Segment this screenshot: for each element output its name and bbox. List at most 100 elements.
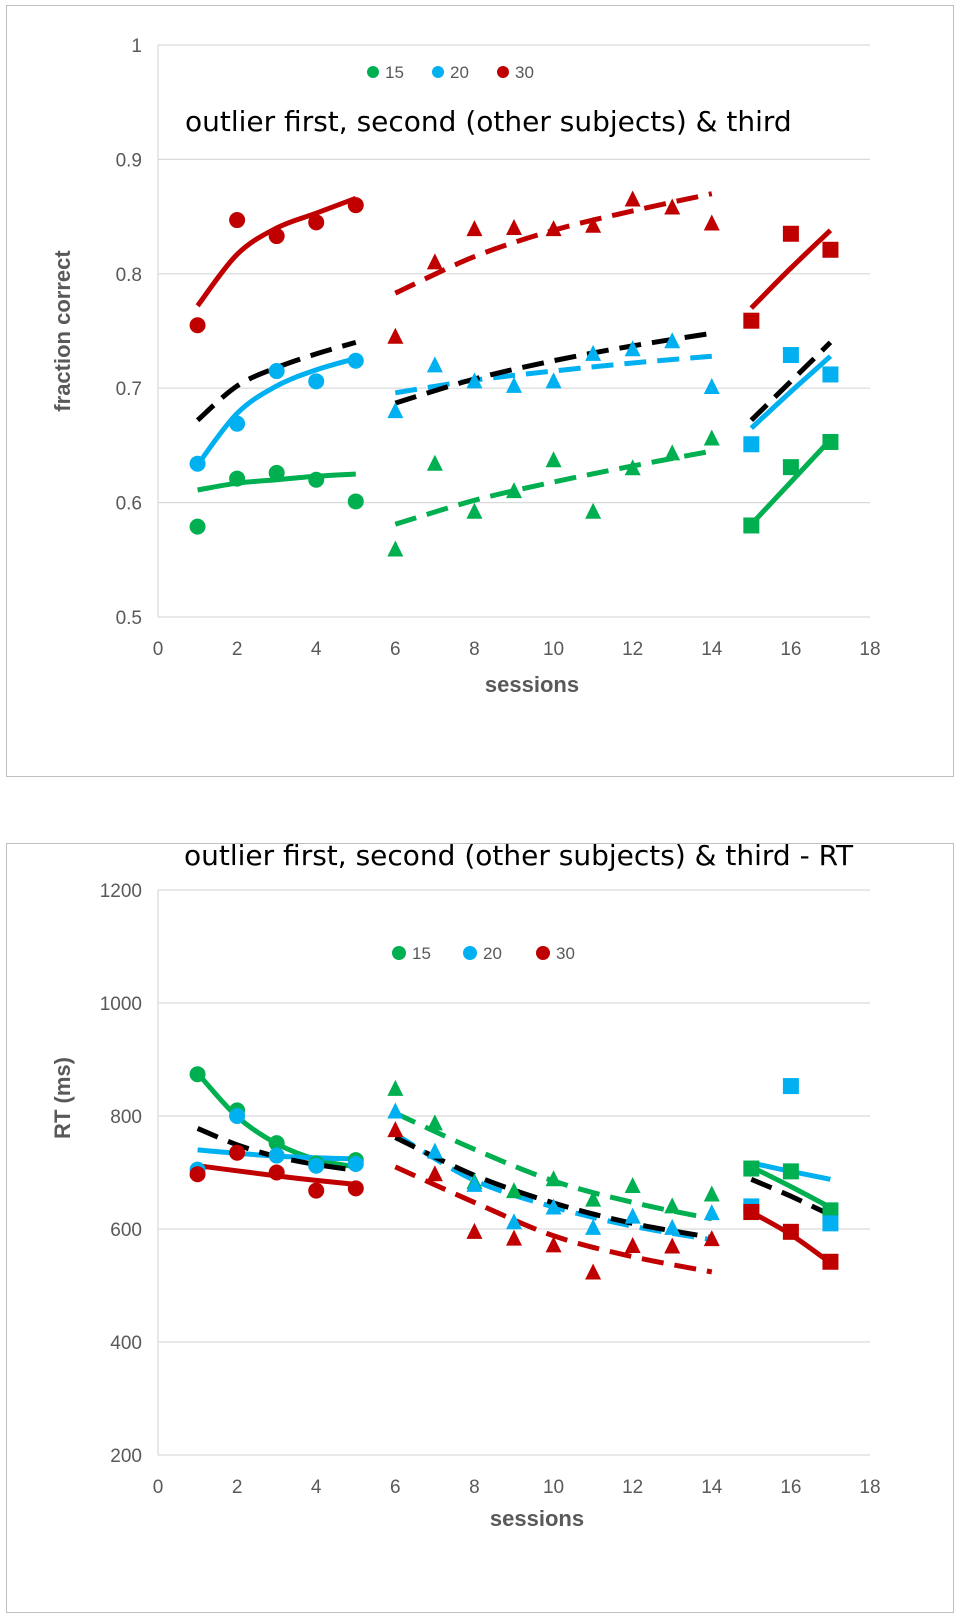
x-axis-label: sessions bbox=[490, 1506, 584, 1531]
x-tick-label: 16 bbox=[780, 639, 801, 660]
y-tick-label: 1200 bbox=[100, 881, 142, 902]
x-tick-label: 4 bbox=[311, 639, 322, 660]
x-tick-label: 16 bbox=[780, 1477, 801, 1498]
legend-marker bbox=[432, 66, 444, 78]
data-point bbox=[743, 312, 760, 329]
trendline bbox=[195, 195, 357, 308]
x-tick-label: 4 bbox=[311, 1477, 322, 1498]
trendline bbox=[749, 437, 833, 527]
data-point bbox=[189, 1066, 206, 1083]
trendline bbox=[394, 191, 713, 296]
x-tick-label: 2 bbox=[232, 1477, 243, 1498]
data-point bbox=[545, 220, 562, 237]
data-point bbox=[703, 214, 720, 231]
data-point bbox=[624, 1236, 641, 1253]
data-point bbox=[545, 1170, 562, 1187]
data-point bbox=[782, 347, 799, 364]
data-point bbox=[466, 502, 483, 519]
data-point bbox=[229, 470, 246, 487]
legend-marker bbox=[536, 946, 550, 960]
data-point bbox=[822, 1215, 839, 1232]
x-tick-label: 12 bbox=[622, 1477, 643, 1498]
data-point bbox=[585, 1190, 602, 1207]
x-tick-label: 8 bbox=[469, 639, 480, 660]
trendline bbox=[195, 356, 357, 467]
legend-label: 20 bbox=[483, 944, 502, 963]
trendline bbox=[394, 448, 713, 527]
chart-panel-fraction-correct: 0.5 0.6 0.7 0.8 0.9 1 0 2 4 6 8 10 12 14 16 18 15 20 30 o… bbox=[6, 5, 954, 777]
data-point bbox=[426, 356, 443, 373]
data-point bbox=[466, 220, 483, 237]
data-point bbox=[466, 1222, 483, 1239]
data-point bbox=[308, 1157, 325, 1174]
chart-panel-rt: 200 400 600 800 1000 1200 0 2 4 6 8 10 12 14 16 18 15 20… bbox=[6, 843, 954, 1613]
x-tick-label: 0 bbox=[153, 639, 164, 660]
y-tick-label: 400 bbox=[110, 1333, 142, 1354]
legend-label: 30 bbox=[556, 944, 575, 963]
data-point bbox=[347, 1156, 364, 1173]
data-point bbox=[703, 1230, 720, 1247]
data-point bbox=[822, 433, 839, 450]
y-tick-label: 0.5 bbox=[116, 608, 142, 629]
data-point bbox=[387, 1102, 404, 1119]
x-tick-label: 10 bbox=[543, 1477, 564, 1498]
data-point bbox=[585, 502, 602, 519]
legend-marker bbox=[367, 66, 379, 78]
data-point bbox=[703, 1204, 720, 1221]
data-point bbox=[664, 332, 681, 349]
data-point bbox=[545, 372, 562, 389]
chart-title: outlier first, second (other subjects) &… bbox=[184, 844, 854, 872]
data-point bbox=[506, 1229, 522, 1246]
data-point bbox=[506, 1213, 522, 1230]
data-point bbox=[585, 1263, 602, 1280]
data-point bbox=[782, 225, 799, 242]
legend-label: 30 bbox=[515, 63, 534, 82]
data-point bbox=[308, 471, 325, 488]
x-tick-label: 18 bbox=[859, 1477, 880, 1498]
x-tick-label: 14 bbox=[701, 639, 723, 660]
x-tick-label: 2 bbox=[232, 639, 243, 660]
data-point bbox=[664, 1218, 681, 1235]
data-point bbox=[347, 197, 364, 214]
data-point bbox=[703, 378, 720, 395]
legend-marker bbox=[497, 66, 509, 78]
data-point bbox=[585, 216, 602, 233]
y-tick-label: 0.7 bbox=[116, 379, 142, 400]
data-point bbox=[782, 1163, 799, 1180]
data-point bbox=[229, 212, 246, 229]
legend-marker bbox=[392, 946, 406, 960]
data-point bbox=[268, 363, 285, 380]
data-point bbox=[703, 429, 720, 446]
data-point bbox=[347, 352, 364, 369]
data-point bbox=[268, 464, 285, 481]
x-tick-label: 18 bbox=[859, 639, 880, 660]
y-tick-label: 1 bbox=[131, 36, 142, 57]
data-point bbox=[268, 1135, 285, 1152]
data-point bbox=[347, 1180, 364, 1197]
legend-label: 20 bbox=[450, 63, 469, 82]
y-axis-label: fraction correct bbox=[50, 250, 75, 412]
trendline bbox=[394, 330, 713, 406]
x-tick-label: 14 bbox=[701, 1477, 723, 1498]
data-point bbox=[268, 228, 285, 245]
data-point bbox=[347, 493, 364, 510]
chart-rt: 200 400 600 800 1000 1200 0 2 4 6 8 10 12 14 16 18 15 20… bbox=[50, 844, 881, 1531]
data-point bbox=[268, 1147, 285, 1164]
data-point bbox=[585, 344, 602, 361]
trendline bbox=[749, 228, 833, 310]
legend-marker bbox=[463, 946, 477, 960]
data-point bbox=[387, 540, 404, 557]
data-point bbox=[743, 436, 760, 453]
data-point bbox=[426, 1165, 443, 1182]
data-point bbox=[189, 455, 206, 472]
data-point bbox=[782, 1223, 799, 1240]
data-point bbox=[664, 444, 681, 461]
data-point bbox=[624, 190, 641, 207]
data-point bbox=[545, 451, 562, 468]
x-tick-label: 10 bbox=[543, 639, 564, 660]
data-point bbox=[664, 1197, 681, 1214]
data-point bbox=[387, 1121, 404, 1138]
x-axis-label: sessions bbox=[485, 672, 579, 697]
data-point bbox=[506, 376, 522, 393]
data-point bbox=[624, 1207, 641, 1224]
